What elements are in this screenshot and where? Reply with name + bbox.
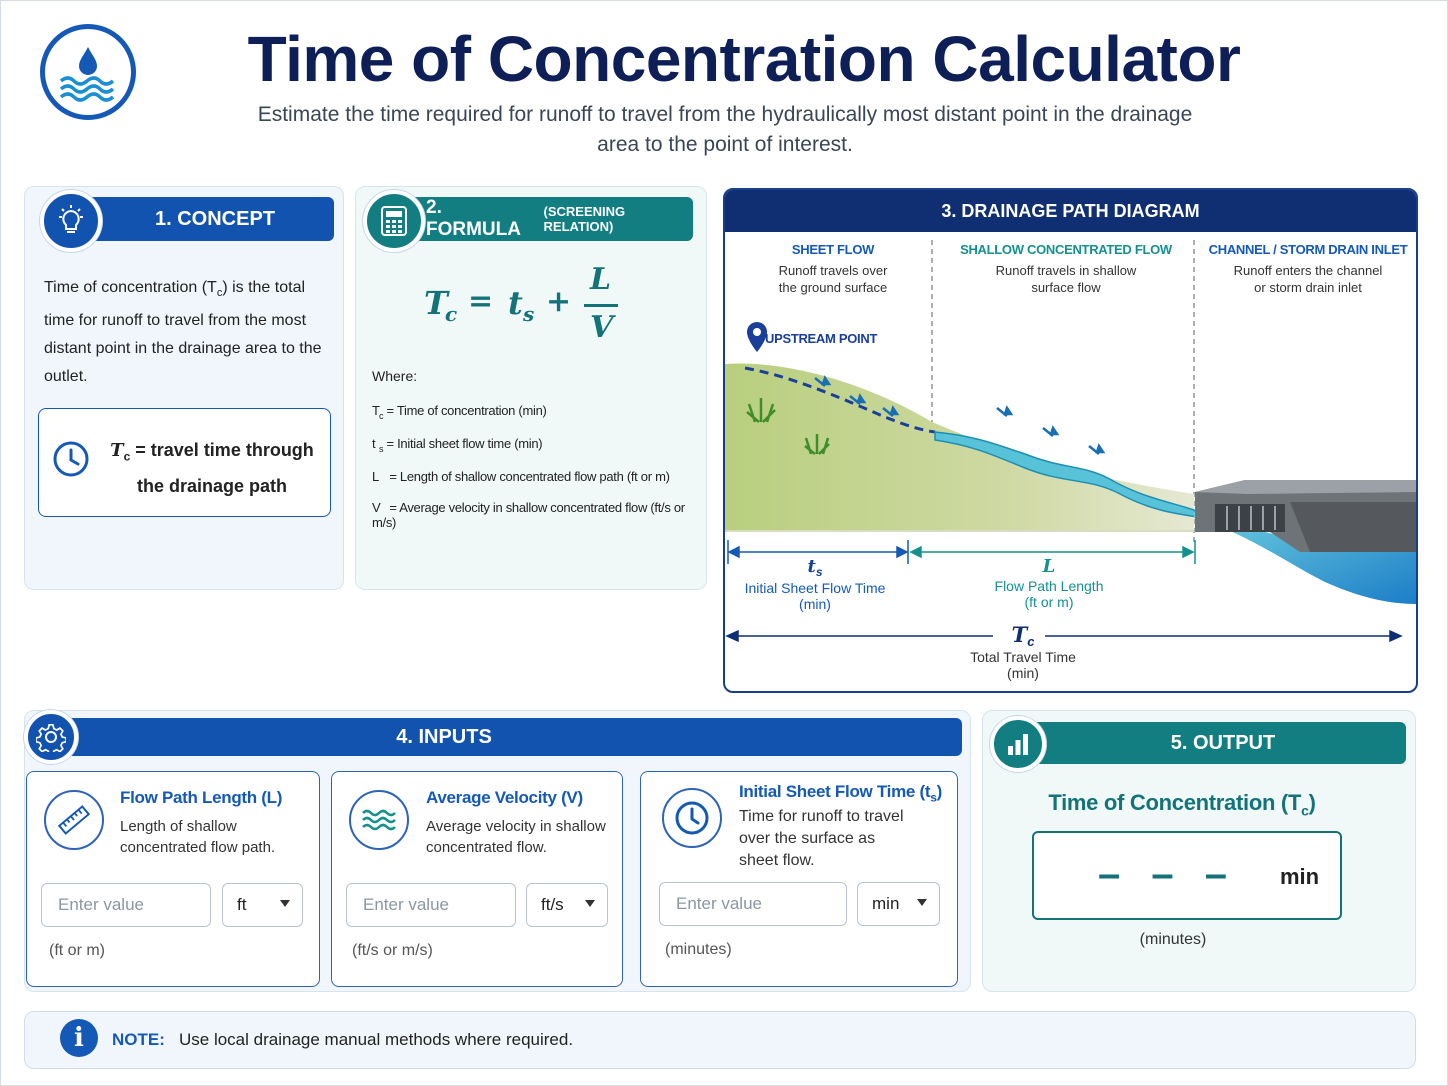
output-value-box	[1032, 831, 1342, 920]
definition-row: Tc = Time of concentration (min)	[372, 403, 547, 421]
flow-path-length-input[interactable]: Enter value	[41, 883, 211, 927]
info-icon: i	[60, 1019, 98, 1057]
definition-row: V = Average velocity in shallow concentr…	[372, 500, 685, 530]
chevron-down-icon	[280, 900, 290, 907]
output-heading: 5. OUTPUT	[1170, 731, 1276, 754]
input-title: Initial Sheet Flow Time (ts)	[739, 782, 942, 805]
flow-path-length-unit-select[interactable]: ft	[222, 883, 303, 927]
output-value: – – –	[1098, 852, 1237, 896]
ts-dimension-arrow	[727, 540, 909, 564]
page-title: Time of Concentration Calculator	[247, 23, 1241, 95]
concept-panel	[24, 186, 344, 590]
input-description: Length of shallow concentrated flow path.	[120, 818, 276, 856]
input-title: Average Velocity (V)	[426, 788, 583, 807]
water-waves-icon	[349, 790, 409, 850]
ruler-icon	[44, 790, 104, 850]
zone-channel-inlet: CHANNEL / STORM DRAIN INLET Runoff enter…	[1208, 242, 1408, 295]
inputs-header: 4. INPUTS	[66, 718, 962, 756]
gear-icon	[24, 710, 78, 764]
zone-sheet-flow: SHEET FLOW Runoff travels over the groun…	[778, 242, 888, 295]
output-unit: min	[1280, 864, 1320, 889]
output-header: 5. OUTPUT	[1020, 722, 1406, 764]
formula-heading-note: (SCREENING RELATION)	[543, 204, 626, 234]
note-label: NOTE:	[112, 1030, 165, 1049]
chevron-down-icon	[917, 899, 927, 906]
inputs-heading: 4. INPUTS	[396, 725, 492, 748]
fraction-bar	[584, 304, 618, 307]
concept-definition: Tc = travel time through the drainage pa…	[110, 440, 314, 496]
formula-heading: 2. FORMULA	[426, 197, 521, 240]
ts-label: ts Initial Sheet Flow Time (min)	[744, 556, 886, 613]
diagram-header: 3. DRAINAGE PATH DIAGRAM	[725, 190, 1416, 232]
formula-expression: T c = t s + L V	[424, 262, 644, 350]
zone-shallow-concentrated-flow: SHALLOW CONCENTRATED FLOW Runoff travels…	[960, 242, 1172, 295]
input-description: Time for runoff to travel over the surfac…	[739, 808, 904, 869]
tc-dimension-arrow	[725, 629, 1403, 643]
note-bar	[24, 1011, 1416, 1069]
note-text: Use local drainage manual methods where …	[179, 1030, 574, 1049]
definition-row: L = Length of shallow concentrated flow …	[372, 469, 670, 484]
output-label: Time of Concentration (Tc)	[1048, 790, 1316, 819]
upstream-point-label: UPSTREAM POINT	[765, 331, 878, 346]
location-pin-icon	[747, 322, 767, 352]
input-hint: (minutes)	[665, 941, 732, 958]
water-drop-waves-icon	[40, 24, 136, 120]
chevron-down-icon	[585, 900, 595, 907]
grass-tuft	[746, 398, 830, 455]
average-velocity-input[interactable]: Enter value	[346, 883, 516, 927]
input-hint: (ft or m)	[49, 942, 105, 959]
output-hint: (minutes)	[1139, 931, 1207, 948]
L-label: L Flow Path Length (ft or m)	[994, 556, 1104, 610]
clock-icon	[662, 788, 722, 848]
where-label: Where:	[372, 368, 418, 384]
input-description: Average velocity in shallow concentrated …	[426, 818, 606, 856]
concept-description: Time of concentration (Tc) is the total …	[44, 279, 322, 386]
average-velocity-unit-select[interactable]: ft/s	[526, 883, 608, 927]
initial-sheet-flow-time-input[interactable]: Enter value	[659, 882, 847, 926]
drainage-illustration	[725, 240, 1416, 643]
clock-icon	[52, 440, 90, 483]
tc-label: Tc Total Travel Time (min)	[970, 622, 1076, 682]
L-dimension-arrow	[909, 540, 1196, 564]
formula-panel	[355, 186, 707, 590]
input-hint: (ft/s or m/s)	[352, 942, 433, 959]
bar-chart-icon	[990, 716, 1046, 772]
page-subtitle: Estimate the time required for runoff to…	[257, 103, 1193, 156]
calculator-icon	[363, 190, 425, 252]
concept-heading: 1. CONCEPT	[154, 207, 276, 230]
formula-header: 2. FORMULA (SCREENING RELATION)	[398, 197, 693, 241]
input-title: Flow Path Length (L)	[120, 788, 283, 807]
drainage-diagram-panel: 3. DRAINAGE PATH DIAGRAM	[723, 188, 1418, 693]
concept-header: 1. CONCEPT	[66, 197, 334, 241]
initial-sheet-flow-time-unit-select[interactable]: min	[857, 882, 940, 926]
lightbulb-icon	[40, 190, 102, 252]
